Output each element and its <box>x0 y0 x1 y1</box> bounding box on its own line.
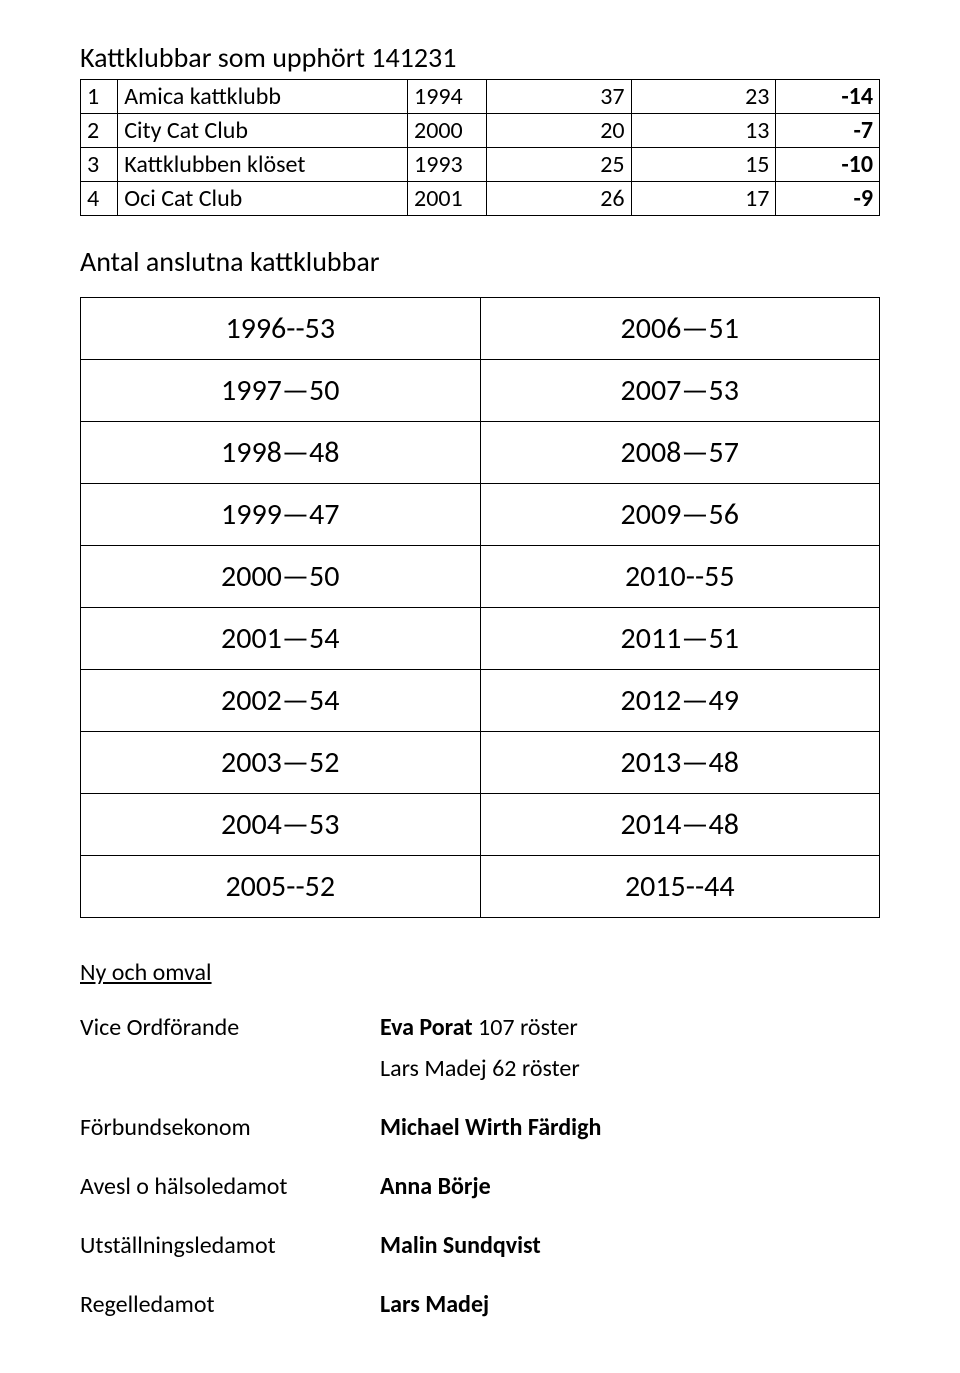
table-row: 4Oci Cat Club20012617-9 <box>81 182 880 216</box>
spacer-row <box>80 1089 880 1107</box>
role-value: Malin Sundqvist <box>380 1225 880 1266</box>
roles-table: Vice OrdförandeEva Porat 107 röster Lars … <box>80 1007 880 1325</box>
year-count-table: 1996--532006—511997—502007—531998—482008… <box>80 297 880 918</box>
value-a: 20 <box>486 114 631 148</box>
year-left: 2004—53 <box>81 794 481 856</box>
value-a: 26 <box>486 182 631 216</box>
year-right: 2014—48 <box>480 794 880 856</box>
role-name: Förbundsekonom <box>80 1107 380 1148</box>
role-value: Lars Madej <box>380 1284 880 1325</box>
row-index: 1 <box>81 80 118 114</box>
club-name: Oci Cat Club <box>118 182 408 216</box>
table-row: 3Kattklubben klöset19932515-10 <box>81 148 880 182</box>
year-left: 2003—52 <box>81 732 481 794</box>
discontinued-clubs-table: 1Amica kattklubb19943723-142City Cat Clu… <box>80 79 880 216</box>
table-row: 2003—522013—48 <box>81 732 880 794</box>
year-right: 2009—56 <box>480 484 880 546</box>
role-value: Michael Wirth Färdigh <box>380 1107 880 1148</box>
table-row: 2002—542012—49 <box>81 670 880 732</box>
person-name: Anna Börje <box>380 1172 491 1201</box>
section-subtitle: Antal anslutna kattklubbar <box>80 244 880 279</box>
value-b: 17 <box>631 182 776 216</box>
year-right: 2011—51 <box>480 608 880 670</box>
person-line: Lars Madej 62 röster <box>380 1054 580 1083</box>
page-title: Kattklubbar som upphört 141231 <box>80 40 880 75</box>
person-name: Eva Porat <box>380 1013 473 1042</box>
year-left: 2002—54 <box>81 670 481 732</box>
club-year: 2001 <box>408 182 487 216</box>
ny-och-omval-header: Ny och omval <box>80 958 880 987</box>
year-right: 2012—49 <box>480 670 880 732</box>
role-value: Eva Porat 107 röster <box>380 1007 880 1048</box>
table-row: 2001—542011—51 <box>81 608 880 670</box>
year-right: 2010--55 <box>480 546 880 608</box>
table-row: 1996--532006—51 <box>81 298 880 360</box>
year-left: 2000—50 <box>81 546 481 608</box>
row-index: 2 <box>81 114 118 148</box>
table-row: 1Amica kattklubb19943723-14 <box>81 80 880 114</box>
year-left: 1996--53 <box>81 298 481 360</box>
role-name: Utställningsledamot <box>80 1225 380 1266</box>
value-b: 15 <box>631 148 776 182</box>
role-name <box>80 1048 380 1089</box>
row-index: 3 <box>81 148 118 182</box>
table-row: 1998—482008—57 <box>81 422 880 484</box>
club-name: City Cat Club <box>118 114 408 148</box>
role-value: Anna Börje <box>380 1166 880 1207</box>
role-name: Regelledamot <box>80 1284 380 1325</box>
person-name: Michael Wirth Färdigh <box>380 1113 601 1142</box>
year-right: 2006—51 <box>480 298 880 360</box>
value-diff: -14 <box>776 80 880 114</box>
value-diff: -9 <box>776 182 880 216</box>
value-diff: -7 <box>776 114 880 148</box>
table-row: 2005--522015--44 <box>81 856 880 918</box>
table-row: 1997—502007—53 <box>81 360 880 422</box>
year-right: 2007—53 <box>480 360 880 422</box>
role-row: Lars Madej 62 röster <box>80 1048 880 1089</box>
year-right: 2015--44 <box>480 856 880 918</box>
table-row: 2004—532014—48 <box>81 794 880 856</box>
role-row: Vice OrdförandeEva Porat 107 röster <box>80 1007 880 1048</box>
table-row: 2000—502010--55 <box>81 546 880 608</box>
role-value: Lars Madej 62 röster <box>380 1048 880 1089</box>
person-name: Lars Madej <box>380 1290 489 1319</box>
year-right: 2013—48 <box>480 732 880 794</box>
role-row: Avesl o hälsoledamotAnna Börje <box>80 1166 880 1207</box>
club-year: 2000 <box>408 114 487 148</box>
value-a: 25 <box>486 148 631 182</box>
year-left: 2001—54 <box>81 608 481 670</box>
value-b: 13 <box>631 114 776 148</box>
role-row: UtställningsledamotMalin Sundqvist <box>80 1225 880 1266</box>
role-row: RegelledamotLars Madej <box>80 1284 880 1325</box>
club-name: Kattklubben klöset <box>118 148 408 182</box>
year-left: 2005--52 <box>81 856 481 918</box>
row-index: 4 <box>81 182 118 216</box>
table-row: 2City Cat Club20002013-7 <box>81 114 880 148</box>
role-row: FörbundsekonomMichael Wirth Färdigh <box>80 1107 880 1148</box>
year-right: 2008—57 <box>480 422 880 484</box>
year-left: 1998—48 <box>81 422 481 484</box>
role-name: Vice Ordförande <box>80 1007 380 1048</box>
person-name: Malin Sundqvist <box>380 1231 541 1260</box>
spacer-row <box>80 1266 880 1284</box>
year-left: 1999—47 <box>81 484 481 546</box>
club-year: 1994 <box>408 80 487 114</box>
table-row: 1999—472009—56 <box>81 484 880 546</box>
club-name: Amica kattklubb <box>118 80 408 114</box>
value-a: 37 <box>486 80 631 114</box>
club-year: 1993 <box>408 148 487 182</box>
vote-count: 107 röster <box>473 1013 578 1042</box>
role-name: Avesl o hälsoledamot <box>80 1166 380 1207</box>
value-b: 23 <box>631 80 776 114</box>
year-left: 1997—50 <box>81 360 481 422</box>
value-diff: -10 <box>776 148 880 182</box>
spacer-row <box>80 1148 880 1166</box>
spacer-row <box>80 1207 880 1225</box>
